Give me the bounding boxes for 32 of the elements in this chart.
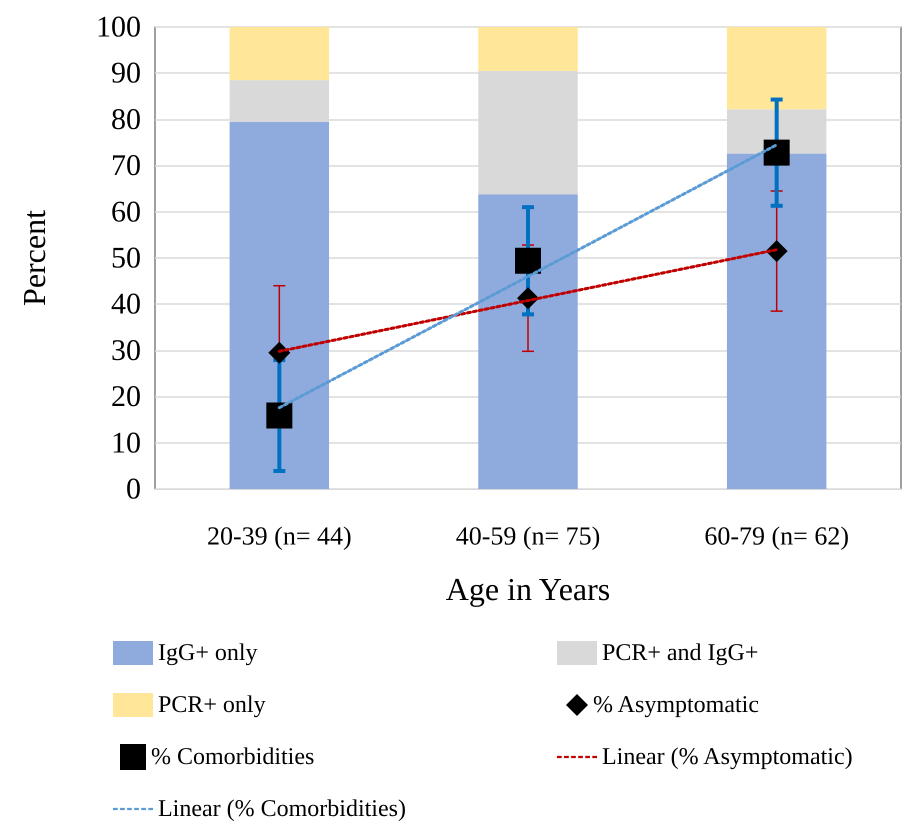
y-axis-title: Percent [16, 210, 52, 306]
point [764, 140, 790, 166]
legend-label: Linear (% Comorbidities) [158, 796, 406, 822]
legend-label: % Comorbidities [151, 744, 314, 770]
y-tick-label: 20 [111, 380, 141, 414]
point [515, 248, 541, 274]
bar [726, 27, 826, 110]
y-tick-label: 10 [111, 426, 141, 460]
y-tick-label: 90 [111, 56, 141, 90]
legend-label: PCR+ and IgG+ [602, 640, 758, 666]
y-tick-label: 50 [111, 242, 141, 274]
y-tick-label: 80 [111, 102, 141, 136]
x-tick-label: 20-39 (n= 44) [207, 522, 352, 550]
x-tick-label: 40-59 (n= 75) [456, 522, 600, 550]
legend-label: % Asymptomatic [593, 692, 759, 718]
y-tick-label: 60 [111, 195, 141, 228]
y-tick-label: 30 [111, 334, 141, 367]
legend-label: PCR+ only [158, 692, 266, 718]
legend-label: IgG+ only [158, 640, 258, 666]
bar [726, 154, 826, 489]
y-tick-label: 100 [96, 10, 141, 44]
x-axis-title: Age in Years [446, 571, 610, 607]
bar [230, 27, 330, 80]
bar [478, 27, 578, 71]
y-tick-label: 40 [111, 288, 141, 321]
point [266, 402, 292, 429]
y-tick-label: 70 [111, 149, 141, 182]
bar [230, 122, 330, 489]
bar [478, 194, 578, 489]
x-tick-label: 60-79 (n= 62) [704, 522, 849, 550]
y-tick-label: 0 [126, 472, 141, 506]
legend-label: Linear (% Asymptomatic) [602, 744, 853, 770]
